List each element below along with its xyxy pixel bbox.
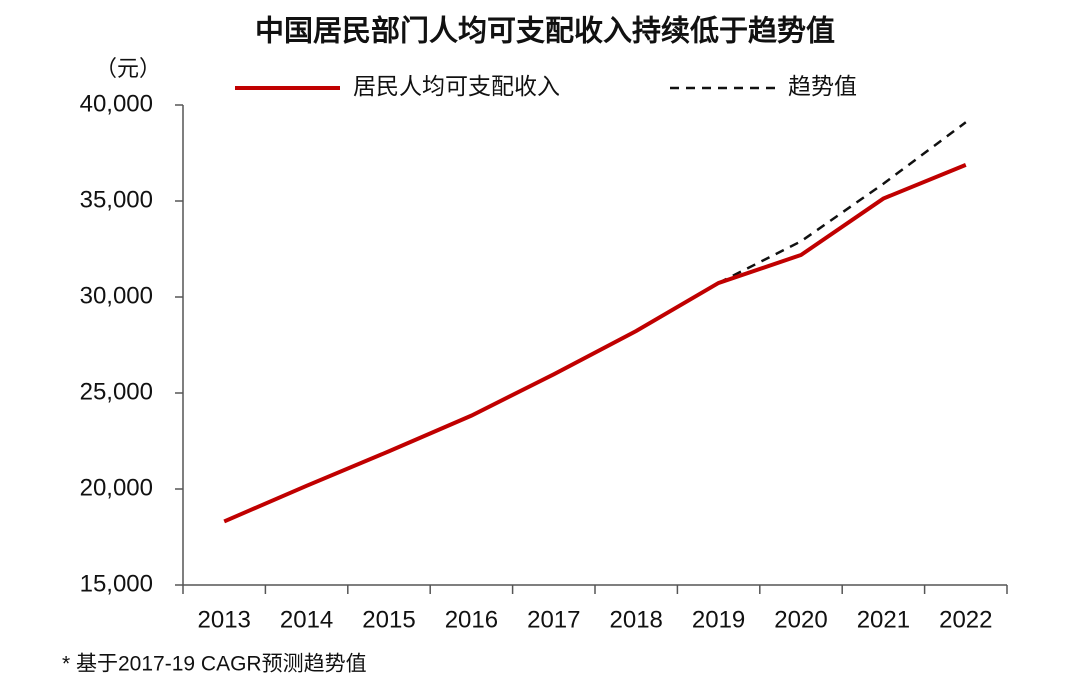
y-axis-label: （元） [95,56,161,81]
y-tick-label: 35,000 [80,186,153,213]
y-tick-label: 25,000 [80,378,153,405]
x-tick-label: 2016 [445,606,498,633]
x-tick-label: 2018 [610,606,663,633]
y-tick-label: 20,000 [80,474,153,501]
legend-label: 居民人均可支配收入 [353,73,560,99]
x-tick-label: 2020 [774,606,827,633]
x-tick-label: 2015 [362,606,415,633]
x-tick-label: 2022 [939,606,992,633]
legend-label: 趋势值 [788,73,857,99]
series-line [223,162,967,524]
footnote: * 基于2017-19 CAGR预测趋势值 [62,653,367,676]
y-tick-label: 40,000 [80,90,153,117]
x-tick-label: 2021 [857,606,910,633]
chart-title: 中国居民部门人均可支配收入持续低于趋势值 [255,14,835,48]
x-tick-label: 2019 [692,606,745,633]
y-tick-label: 30,000 [80,282,153,309]
y-tick-label: 15,000 [80,570,153,597]
series-line [718,121,967,285]
x-tick-label: 2013 [198,606,251,633]
x-tick-label: 2017 [527,606,580,633]
x-tick-label: 2014 [280,606,333,633]
